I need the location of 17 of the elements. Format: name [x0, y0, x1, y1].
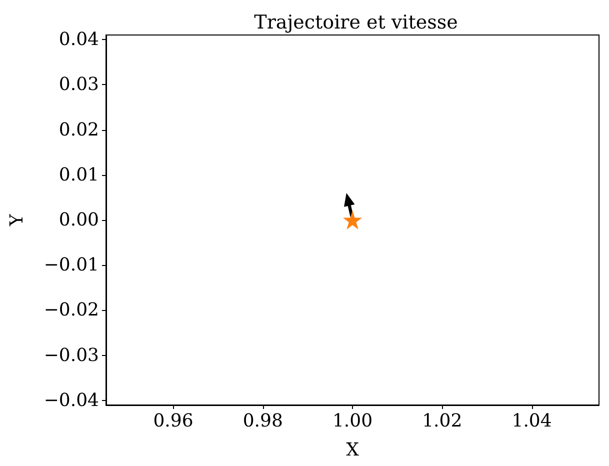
- x-axis-title: X: [346, 440, 360, 460]
- x-tick-label: 0.98: [242, 410, 283, 432]
- y-tick-label: −0.02: [44, 300, 99, 321]
- x-tick-label: 1.02: [422, 410, 462, 432]
- chart-title: Trajectoire et vitesse: [254, 12, 458, 34]
- y-tick-label: −0.04: [44, 390, 99, 411]
- y-axis-title: Y: [6, 212, 28, 227]
- y-tick-label: −0.01: [44, 254, 99, 276]
- y-tick-label: 0.00: [58, 210, 99, 230]
- x-tick-label: 1.04: [512, 410, 552, 432]
- x-tick-label: 0.96: [153, 410, 194, 432]
- y-tick-label: 0.01: [58, 164, 99, 186]
- x-tick-label: 1.00: [332, 410, 373, 432]
- y-tick-label: 0.03: [58, 74, 99, 96]
- y-tick-label: 0.04: [58, 29, 99, 50]
- y-tick-label: 0.02: [58, 119, 99, 140]
- y-tick-label: −0.03: [44, 344, 99, 366]
